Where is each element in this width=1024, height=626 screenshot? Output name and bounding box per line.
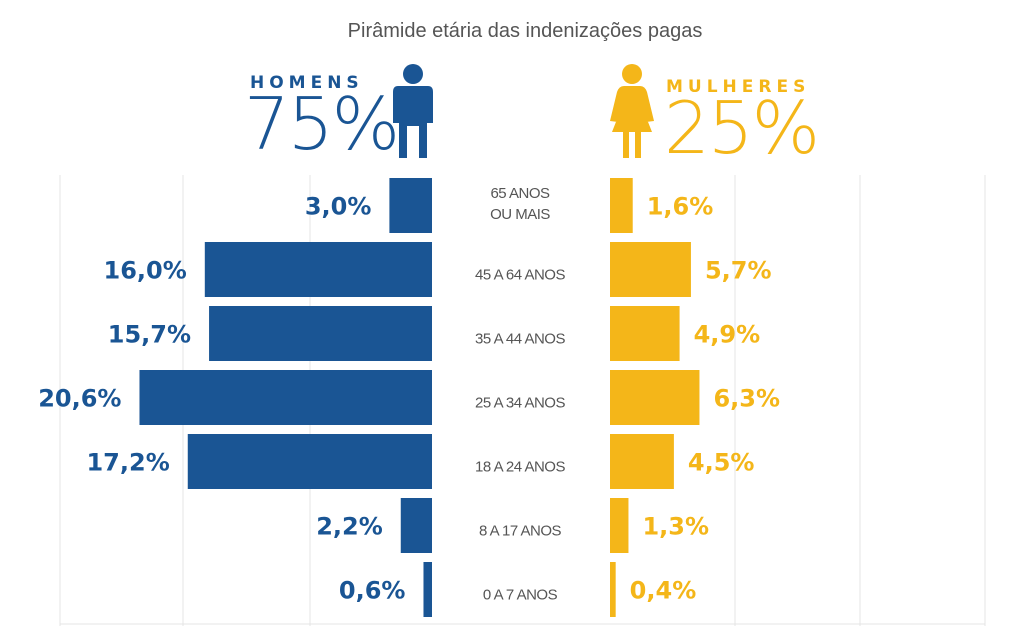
women-data-label: 6,3% [713, 385, 780, 413]
men-legend-label: HOMENS [250, 73, 364, 93]
women-data-label: 4,5% [688, 449, 755, 477]
women-bar [610, 498, 629, 553]
age-category-line: OU MAIS [490, 206, 550, 223]
men-bar [204, 242, 432, 297]
men-bar [400, 498, 432, 553]
men-data-label: 20,6% [38, 385, 121, 413]
women-legend-label: MULHERES [666, 77, 811, 97]
women-bar [610, 434, 674, 489]
men-data-label: 15,7% [108, 321, 191, 349]
age-category-label: 65 ANOS OU MAIS [490, 185, 550, 223]
age-category-label: 18 A 24 ANOS [475, 459, 565, 476]
men-data-label: 2,2% [316, 513, 383, 541]
age-category-label: 0 A 7 ANOS [483, 587, 558, 604]
men-bar [423, 562, 432, 617]
bars-layer [139, 178, 700, 617]
men-bar [139, 370, 433, 425]
women-bar [610, 178, 633, 233]
women-data-label: 1,3% [642, 513, 709, 541]
men-bar [209, 306, 432, 361]
men-bar [389, 178, 432, 233]
women-bar [610, 562, 616, 617]
age-category-label: 8 A 17 ANOS [479, 523, 562, 540]
men-data-label: 3,0% [305, 193, 372, 221]
women-data-label: 4,9% [694, 321, 761, 349]
men-data-label: 16,0% [104, 257, 187, 285]
men-data-label: 0,6% [339, 577, 406, 605]
man-icon [393, 64, 433, 158]
women-data-label: 0,4% [630, 577, 697, 605]
women-bar [610, 242, 691, 297]
women-bar [610, 370, 700, 425]
women-total-percent: 25% [664, 86, 820, 170]
age-category-label: 35 A 44 ANOS [475, 331, 565, 348]
men-total-percent: 75% [244, 82, 400, 166]
men-bar [187, 434, 432, 489]
chart-title: Pirâmide etária das indenizações pagas [347, 20, 703, 42]
age-category-label: 45 A 64 ANOS [475, 267, 565, 284]
woman-icon [610, 64, 654, 158]
age-category-label: 25 A 34 ANOS [475, 395, 565, 412]
women-bar [610, 306, 680, 361]
labels-layer: 3,0% 1,6% 65 ANOS OU MAIS 16,0% 5,7% 45 A 64 A… [38, 185, 780, 605]
women-data-label: 1,6% [647, 193, 714, 221]
women-data-label: 5,7% [705, 257, 772, 285]
men-data-label: 17,2% [86, 449, 169, 477]
age-category-line: 65 ANOS [490, 185, 550, 202]
